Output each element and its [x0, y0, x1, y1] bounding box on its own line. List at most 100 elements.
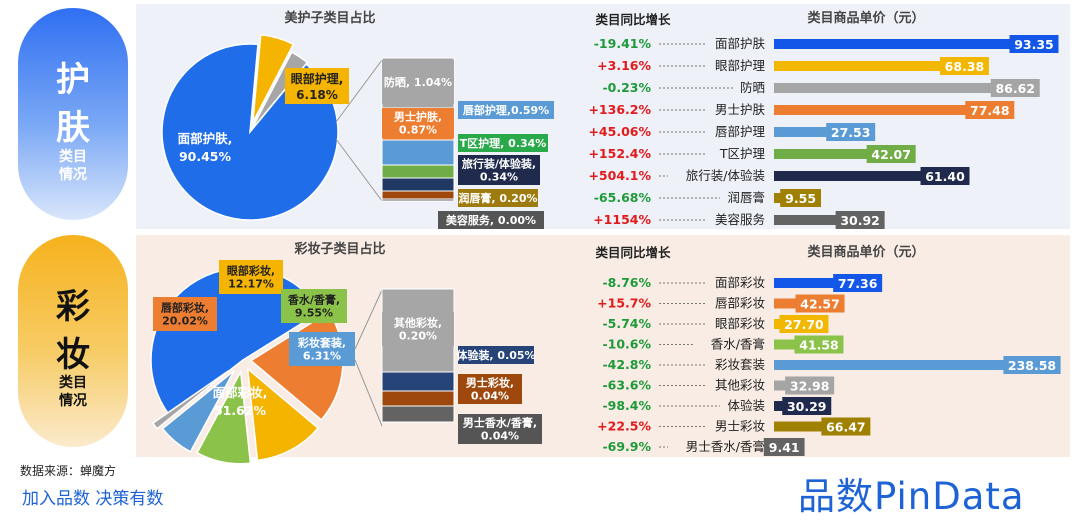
skincare-growth-value: +152.4% — [588, 146, 651, 161]
makeup-growth-value: -5.74% — [602, 316, 651, 331]
makeup-price-label: 32.98 — [790, 379, 830, 394]
makeup-category-name: 其他彩妆 — [715, 378, 765, 393]
skincare-price-label: 61.40 — [925, 169, 965, 184]
skincare-side-sub-2: 情况 — [59, 167, 87, 183]
skincare-connector-top — [335, 59, 383, 123]
skincare-price-label-box — [835, 211, 885, 229]
makeup-price-label-box — [763, 438, 805, 456]
skincare-side-char-2: 肤 — [56, 108, 90, 148]
makeup-price-label-box — [821, 417, 871, 436]
makeup-category-name: 眼部彩妆 — [715, 316, 765, 331]
makeup-growth-value: -63.6% — [602, 378, 651, 393]
makeup-label-box-perfume — [281, 289, 347, 323]
skincare-price-label: 77.48 — [970, 103, 1010, 118]
makeup-category-name: 面部彩妆 — [715, 275, 765, 290]
makeup-price-label-box — [779, 315, 829, 333]
skincare-category-name: 润唇膏 — [727, 190, 765, 205]
makeup-price-label-box — [785, 376, 835, 395]
makeup-label-text-lip-0: 唇部彩妆, — [161, 301, 209, 315]
makeup-pie-label-main-value: 51.62% — [214, 403, 267, 418]
skincare-price-label: 30.92 — [840, 213, 880, 228]
makeup-pie-slice-3 — [196, 369, 252, 465]
skincare-price-label-box — [780, 189, 821, 207]
skincare-label-text-1-0: 男士护肤, — [394, 110, 442, 124]
skincare-label-box-5 — [458, 189, 538, 207]
skincare-growth-header: 类目同比增长 — [595, 12, 671, 27]
makeup-label-box-1 — [458, 346, 534, 364]
skincare-price-bar — [774, 215, 861, 225]
skincare-label-box-2 — [458, 101, 554, 119]
pindata-logo: 品数PinData — [798, 475, 1025, 518]
skincare-pie-title: 美护子类目占比 — [284, 10, 375, 26]
skincare-label-box-1 — [382, 108, 454, 138]
footer-slogan: 加入品数 决策有数 — [22, 489, 164, 509]
makeup-label-text-3-0: 男士香水/香膏, — [463, 416, 537, 430]
skincare-growth-value: +504.1% — [588, 168, 651, 183]
skincare-pie-label-main-name: 面部护肤, — [178, 131, 233, 146]
skincare-price-label: 27.53 — [831, 125, 871, 140]
skincare-stack-segment-5 — [381, 164, 455, 179]
skincare-growth-value: -19.41% — [594, 36, 652, 51]
makeup-category-name: 彩妆套装 — [715, 357, 765, 372]
makeup-side-char-1: 彩 — [56, 287, 90, 327]
makeup-growth-value: -8.76% — [602, 275, 651, 290]
makeup-label-text-2-0: 男士彩妆, — [466, 376, 514, 390]
makeup-category-name: 香水/香膏 — [711, 337, 765, 352]
skincare-stack-segment-6 — [381, 177, 455, 192]
skincare-growth-value: -65.68% — [594, 190, 652, 205]
skincare-label-text-1-1: 0.87% — [399, 124, 437, 137]
makeup-connector-top — [354, 289, 383, 350]
makeup-price-label: 66.47 — [826, 420, 866, 435]
makeup-category-name: 男士彩妆 — [715, 419, 765, 434]
makeup-price-label: 30.29 — [787, 399, 827, 414]
skincare-price-label: 9.55 — [785, 191, 816, 206]
skincare-connector-bottom — [335, 138, 383, 202]
makeup-price-label-box — [782, 397, 832, 415]
skincare-price-label-box — [826, 123, 876, 141]
skincare-pie-label-eye-name: 眼部护理, — [291, 71, 344, 86]
makeup-price-label: 27.70 — [784, 317, 824, 332]
skincare-category-name: T区护理 — [719, 146, 766, 161]
skincare-label-box-6 — [438, 211, 544, 229]
makeup-label-text-set-0: 彩妆套装, — [297, 336, 346, 350]
skincare-category-name: 男士护肤 — [715, 102, 766, 117]
skincare-category-name: 旅行装/体验装 — [686, 168, 765, 183]
skincare-growth-value: +136.2% — [588, 102, 651, 117]
skincare-label-text-4-1: 0.34% — [480, 171, 518, 184]
skincare-growth-value: +3.16% — [597, 58, 651, 73]
skincare-label-text-0-0: 防晒, 1.04% — [384, 75, 452, 89]
makeup-price-label: 41.58 — [799, 338, 839, 353]
makeup-label-box-set — [289, 332, 355, 366]
skincare-pie-slice-1 — [252, 33, 295, 123]
makeup-label-text-0-0: 其他彩妆, — [394, 316, 442, 330]
skincare-side-sub-1: 类目 — [59, 149, 87, 165]
makeup-stack-segment-6 — [381, 371, 455, 392]
skincare-price-label: 68.38 — [945, 59, 985, 74]
makeup-stack-segment-7 — [381, 390, 455, 407]
skincare-price-bar — [774, 127, 851, 137]
makeup-price-bar — [774, 421, 846, 432]
skincare-price-label-box — [990, 79, 1040, 97]
makeup-pie-title: 彩妆子类目占比 — [293, 241, 385, 257]
skincare-price-bar — [774, 83, 1016, 93]
skincare-label-box-4 — [458, 155, 540, 185]
makeup-label-text-perfume-1: 9.55% — [295, 307, 333, 320]
makeup-growth-value: -69.9% — [602, 439, 651, 454]
makeup-category-name: 男士香水/香膏 — [686, 439, 765, 454]
data-source-note: 数据来源：蝉魔方 — [20, 464, 117, 478]
skincare-label-text-4-0: 旅行装/体验装, — [462, 157, 536, 171]
makeup-price-label: 238.58 — [1008, 358, 1056, 373]
skincare-growth-value: -0.23% — [602, 80, 651, 95]
makeup-stack-segment-8 — [381, 405, 455, 423]
makeup-price-label-box — [795, 294, 845, 313]
skincare-price-bar — [774, 61, 965, 71]
skincare-category-name: 面部护肤 — [715, 36, 766, 51]
skincare-label-text-2-0: 唇部护理,0.59% — [463, 103, 549, 117]
skincare-category-name: 防晒 — [740, 80, 765, 95]
skincare-label-text-5-0: 润唇膏, 0.20% — [458, 191, 537, 205]
makeup-price-label: 9.41 — [769, 440, 800, 455]
makeup-label-text-2-1: 0.04% — [471, 390, 509, 403]
skincare-stack-segment-7 — [381, 190, 455, 200]
makeup-label-text-1-0: 体验装, 0.05% — [456, 348, 535, 362]
